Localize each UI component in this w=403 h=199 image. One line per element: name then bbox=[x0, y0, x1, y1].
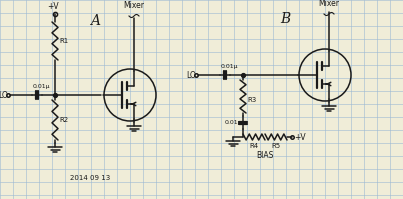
Text: R5: R5 bbox=[272, 143, 280, 149]
Text: LO: LO bbox=[186, 70, 196, 79]
Text: 2014 09 13: 2014 09 13 bbox=[70, 175, 110, 181]
Text: R2: R2 bbox=[59, 117, 68, 123]
Text: Mixer: Mixer bbox=[123, 1, 145, 10]
Text: +V: +V bbox=[47, 2, 59, 11]
Text: R1: R1 bbox=[59, 38, 68, 44]
Text: R3: R3 bbox=[247, 97, 256, 102]
Text: 0.01μ: 0.01μ bbox=[221, 64, 239, 69]
Text: Mixer: Mixer bbox=[318, 0, 339, 8]
Text: LO: LO bbox=[0, 91, 8, 100]
Text: 0.01μ: 0.01μ bbox=[33, 84, 51, 89]
Text: R4: R4 bbox=[249, 143, 259, 149]
Text: 0.01μ: 0.01μ bbox=[225, 120, 243, 125]
Text: A: A bbox=[90, 14, 100, 28]
Text: B: B bbox=[280, 12, 290, 26]
Text: +V: +V bbox=[294, 133, 305, 141]
Text: BIAS: BIAS bbox=[256, 151, 274, 160]
